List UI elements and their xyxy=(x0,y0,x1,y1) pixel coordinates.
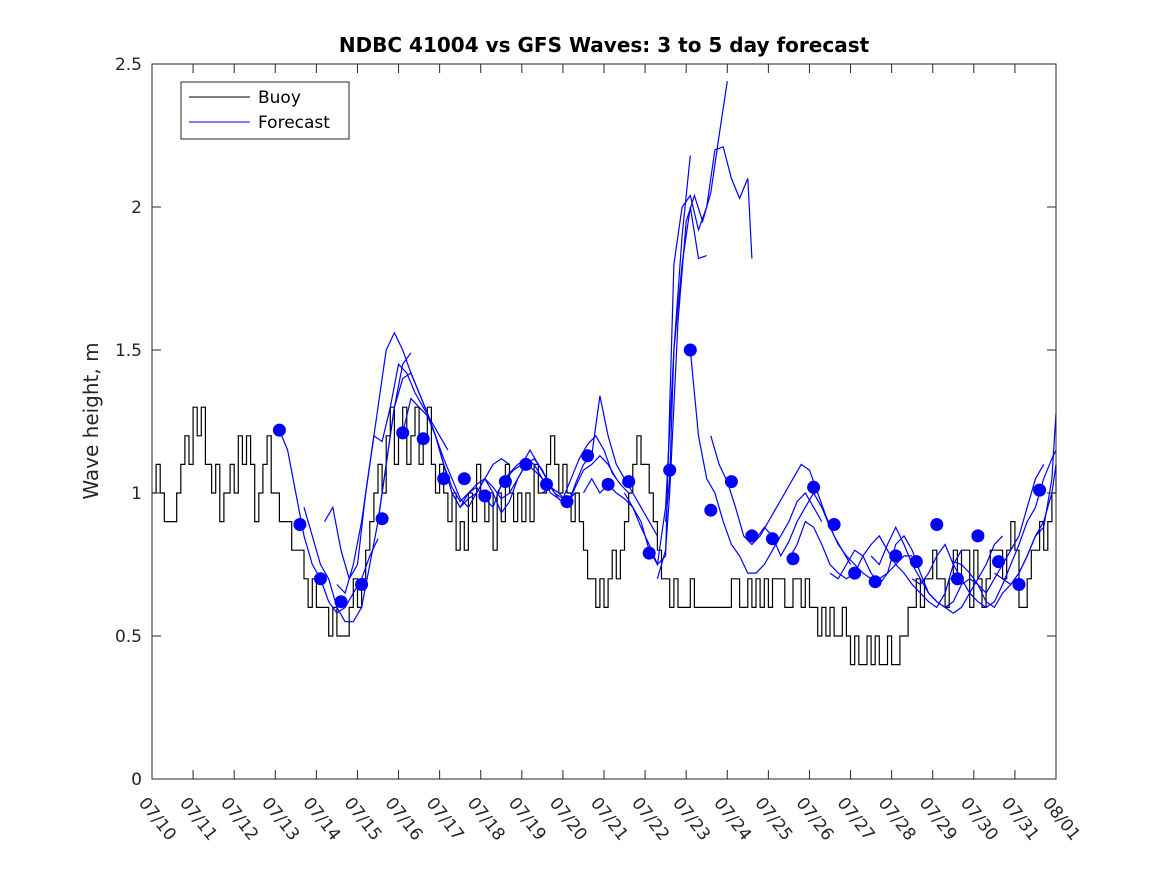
plot-area xyxy=(152,81,1057,666)
forecast-marker-8 xyxy=(437,472,451,486)
legend: Buoy Forecast xyxy=(180,81,350,140)
legend-forecast-label: Forecast xyxy=(258,113,330,133)
forecast-marker-7 xyxy=(416,432,430,446)
forecast-marker-16 xyxy=(601,477,615,491)
y-tick-label: 2.5 xyxy=(115,55,142,75)
forecast-line-19 xyxy=(911,449,1057,609)
forecast-line-20 xyxy=(953,412,1057,609)
forecast-marker-19 xyxy=(663,463,677,477)
forecast-line-18 xyxy=(870,464,1045,609)
forecast-marker-18 xyxy=(642,546,656,560)
forecast-marker-5 xyxy=(375,512,389,526)
forecast-marker-28 xyxy=(848,566,862,580)
forecast-marker-12 xyxy=(519,457,533,471)
forecast-marker-20 xyxy=(683,343,697,357)
forecast-line-4 xyxy=(377,371,543,522)
buoy-series-line xyxy=(152,406,1057,666)
forecast-marker-24 xyxy=(766,532,779,546)
y-tick-label: 1.5 xyxy=(115,341,142,361)
forecast-marker-23 xyxy=(745,529,759,543)
forecast-marker-13 xyxy=(540,477,553,491)
forecast-marker-10 xyxy=(478,489,492,503)
forecast-marker-9 xyxy=(457,472,471,486)
chart-title: NDBC 41004 vs GFS Waves: 3 to 5 day fore… xyxy=(339,33,870,57)
forecast-marker-35 xyxy=(992,555,1005,569)
forecast-marker-29 xyxy=(868,575,882,589)
forecast-marker-17 xyxy=(622,475,636,489)
y-axis-label: Wave height, m xyxy=(79,342,103,499)
forecast-line-12 xyxy=(656,81,728,579)
forecast-line-16 xyxy=(788,520,963,609)
forecast-marker-27 xyxy=(827,518,841,531)
forecast-marker-25 xyxy=(786,552,800,566)
forecast-marker-11 xyxy=(498,475,512,489)
forecast-marker-3 xyxy=(334,595,348,609)
forecast-marker-34 xyxy=(971,529,985,543)
forecast-line-13 xyxy=(689,349,823,574)
y-tick-label: 0.5 xyxy=(115,627,142,647)
forecast-marker-30 xyxy=(889,549,903,563)
forecast-marker-15 xyxy=(581,449,595,463)
forecast-marker-22 xyxy=(724,475,738,489)
forecast-line-6 xyxy=(451,454,617,509)
forecast-marker-14 xyxy=(560,495,574,509)
y-tick-label: 1 xyxy=(131,484,142,504)
forecast-marker-26 xyxy=(807,480,821,494)
forecast-marker-6 xyxy=(396,426,410,440)
y-tick-label: 0 xyxy=(131,770,142,790)
forecast-marker-0 xyxy=(272,423,286,437)
y-tick-label: 2 xyxy=(131,198,142,218)
forecast-marker-32 xyxy=(930,518,944,531)
forecast-marker-21 xyxy=(704,503,718,517)
forecast-marker-37 xyxy=(1033,483,1047,497)
forecast-line-21 xyxy=(994,464,1057,586)
forecast-marker-2 xyxy=(314,572,327,586)
forecast-marker-36 xyxy=(1012,578,1026,591)
forecast-marker-1 xyxy=(293,518,307,531)
legend-box xyxy=(180,81,350,140)
forecast-marker-4 xyxy=(355,578,369,591)
legend-buoy-label: Buoy xyxy=(258,88,301,108)
forecast-line-11 xyxy=(665,155,691,522)
forecast-marker-31 xyxy=(909,555,923,569)
forecast-marker-33 xyxy=(950,572,964,586)
